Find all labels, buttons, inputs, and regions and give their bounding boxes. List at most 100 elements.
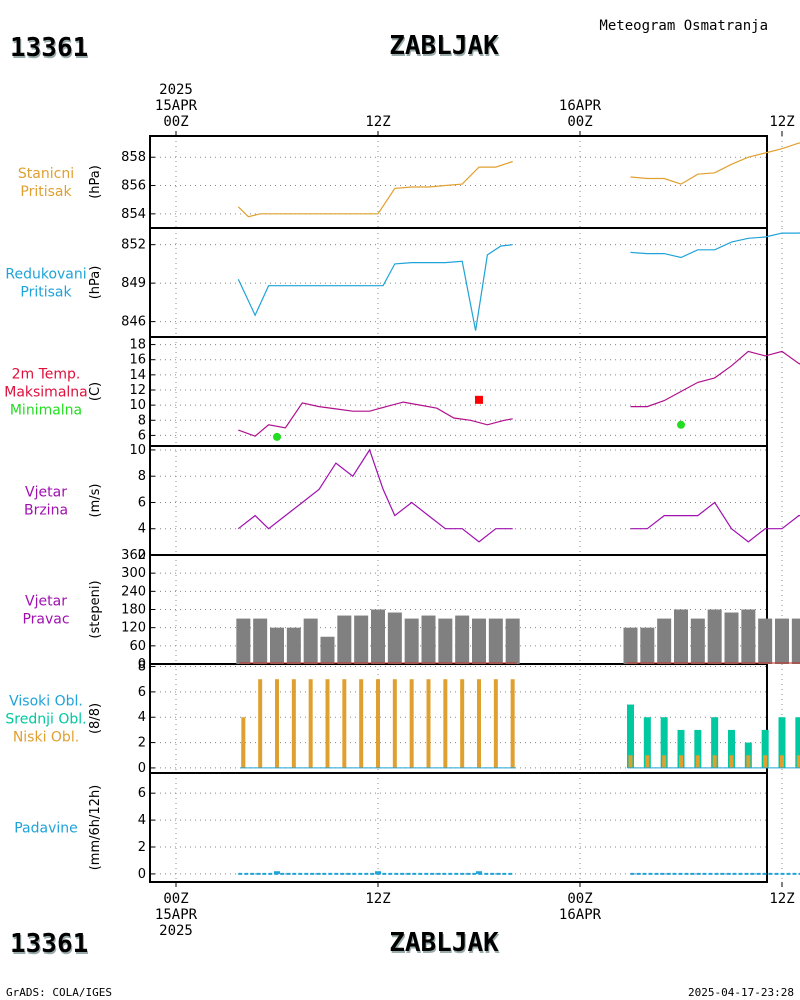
- panel-frame: [149, 227, 768, 338]
- mid-cloud-bar: [761, 729, 769, 768]
- panel-label: Maksimalna: [4, 385, 88, 401]
- low-cloud-bar: [746, 755, 751, 768]
- low-cloud-bar: [392, 679, 397, 768]
- wind-direction-bar: [707, 609, 722, 664]
- wind-direction-bar: [488, 618, 503, 664]
- y-tick-label: 858: [121, 150, 146, 165]
- meteogram-text: Meteogram Osmatranja 13361 13361 ZABLJAK…: [4, 18, 794, 999]
- station-id-top: 13361: [10, 33, 88, 63]
- y-tick-label: 6: [138, 428, 146, 443]
- precip-bar: [375, 871, 381, 874]
- top-time-label: 00Z: [567, 114, 592, 130]
- wind-direction-bar: [690, 618, 705, 664]
- y-tick-label: 360: [121, 548, 146, 563]
- temperature-line: [630, 350, 800, 408]
- wind-direction-bar: [724, 612, 739, 664]
- panel-label: Srednji Obl.: [5, 712, 86, 728]
- panel-label: Vjetar: [25, 485, 67, 501]
- low-cloud-bar: [291, 679, 296, 768]
- wind-direction-bar: [657, 618, 672, 664]
- panel-unit: (stepeni): [88, 580, 103, 638]
- y-tick-label: 6: [138, 786, 146, 801]
- y-tick-label: 10: [129, 443, 146, 458]
- meteogram-data: [236, 142, 800, 875]
- wind_speed-line: [630, 501, 800, 543]
- y-tick-label: 2: [138, 736, 146, 751]
- mid-cloud-bar: [677, 729, 685, 768]
- mid-cloud-bar: [627, 704, 634, 768]
- wind-direction-bar: [286, 627, 301, 664]
- panel-label: Minimalna: [10, 403, 82, 419]
- wind-direction-bar: [775, 618, 789, 664]
- wind-direction-bar: [623, 627, 638, 664]
- low-cloud-bar: [359, 679, 364, 768]
- wind-direction-bar: [253, 618, 268, 664]
- low-cloud-bar: [645, 755, 650, 768]
- reduced_pressure-line: [630, 232, 800, 259]
- wind-direction-bar: [758, 618, 773, 664]
- low-cloud-bar: [796, 755, 800, 768]
- y-tick-label: 10: [129, 398, 146, 413]
- panel-unit: (hPa): [88, 266, 103, 300]
- top-time-label: 12Z: [769, 114, 794, 130]
- panel-label: Pravac: [22, 612, 69, 628]
- low-cloud-bar: [409, 679, 414, 768]
- mid-cloud-bar: [694, 729, 702, 768]
- y-tick-label: 856: [121, 179, 146, 194]
- low-cloud-bar: [258, 679, 263, 768]
- wind-direction-bar: [791, 618, 800, 664]
- precip-bar: [476, 871, 482, 874]
- y-tick-label: 846: [121, 315, 146, 330]
- wind-direction-bar: [472, 618, 486, 664]
- panel-label: Visoki Obl.: [9, 694, 83, 710]
- panel-frame: [149, 336, 768, 447]
- top-time-label: 12Z: [365, 114, 390, 130]
- wind-direction-bar: [741, 609, 756, 664]
- bottom-time-label: 00Z: [567, 891, 592, 907]
- top-time-label: 16APR: [559, 98, 602, 114]
- panel-frame: [149, 445, 768, 556]
- panel-label: 2m Temp.: [12, 367, 81, 383]
- y-tick-label: 0: [138, 657, 146, 672]
- low-cloud-bar: [493, 679, 498, 768]
- chart-title: Meteogram Osmatranja: [599, 18, 768, 34]
- low-cloud-bar: [763, 755, 768, 768]
- y-tick-label: 8: [138, 469, 146, 484]
- wind-direction-bar: [640, 627, 655, 664]
- panel-unit: (m/s): [88, 484, 103, 518]
- station-name-top: ZABLJAK: [389, 31, 499, 61]
- low-cloud-bar: [325, 679, 330, 768]
- low-cloud-bar: [426, 679, 431, 768]
- y-tick-label: 8: [138, 413, 146, 428]
- low-cloud-bar: [712, 755, 717, 768]
- bottom-time-label: 15APR: [155, 907, 198, 923]
- y-tick-label: 240: [121, 584, 146, 599]
- panel-label: Redukovani: [5, 267, 86, 283]
- bottom-time-label: 12Z: [365, 891, 390, 907]
- max-temp-point: [475, 395, 483, 404]
- y-tick-label: 852: [121, 238, 146, 253]
- y-tick-label: 854: [121, 207, 146, 222]
- low-cloud-bar: [695, 755, 700, 768]
- station-id-shadow-bottom: 13361: [11, 931, 89, 961]
- wind-direction-bar: [354, 615, 369, 664]
- low-cloud-bar: [628, 755, 633, 768]
- meteogram-frames: [149, 131, 783, 887]
- wind-direction-bar: [270, 627, 284, 664]
- low-cloud-bar: [780, 755, 784, 768]
- footer-timestamp: 2025-04-17-23:28: [688, 986, 794, 999]
- mid-cloud-bar: [795, 717, 800, 768]
- top-time-label: 15APR: [155, 98, 198, 114]
- station-id-bottom: 13361: [10, 929, 88, 959]
- y-tick-label: 18: [129, 338, 146, 353]
- y-tick-label: 120: [121, 621, 146, 636]
- bottom-time-label: 12Z: [769, 891, 794, 907]
- panel-label: Stanicni: [18, 166, 74, 182]
- temperature-line: [238, 401, 513, 437]
- y-tick-label: 8: [138, 660, 146, 675]
- low-cloud-bar: [729, 755, 734, 768]
- wind-direction-bar: [303, 618, 318, 664]
- y-tick-label: 2: [138, 548, 146, 563]
- y-tick-label: 4: [138, 710, 146, 725]
